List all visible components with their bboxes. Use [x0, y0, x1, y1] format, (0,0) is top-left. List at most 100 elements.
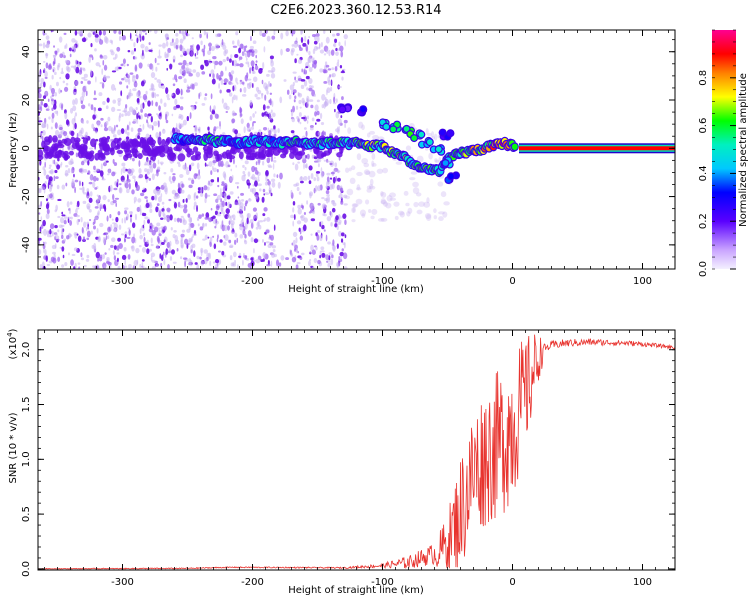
noise-speckle — [69, 201, 73, 205]
noise-speckle — [312, 48, 316, 55]
noise-speckle — [102, 100, 106, 106]
noise-speckle — [297, 117, 300, 124]
noise-speckle — [221, 250, 225, 256]
noise-speckle — [214, 263, 219, 269]
noise-speckle — [306, 153, 310, 160]
noise-speckle — [187, 33, 190, 37]
noise-speckle — [127, 74, 130, 77]
noise-speckle — [234, 239, 237, 245]
noise-speckle — [254, 194, 259, 200]
noise-speckle — [423, 201, 431, 208]
noise-speckle — [166, 93, 170, 99]
noise-speckle — [76, 218, 80, 226]
noise-speckle — [267, 80, 271, 88]
noise-speckle — [299, 176, 304, 182]
noise-speckle — [63, 220, 67, 225]
noise-speckle — [169, 214, 173, 221]
noise-speckle — [321, 131, 324, 137]
noise-speckle — [254, 180, 258, 187]
noise-speckle — [266, 157, 271, 164]
noise-speckle — [43, 81, 46, 88]
noise-speckle — [65, 182, 68, 187]
noise-speckle — [368, 209, 372, 213]
noise-speckle — [196, 264, 200, 269]
noise-speckle — [280, 48, 283, 56]
noise-speckle — [56, 48, 60, 53]
noise-speckle — [117, 237, 121, 242]
noise-speckle — [175, 37, 179, 45]
noise-speckle — [340, 238, 344, 243]
noise-speckle — [264, 192, 270, 195]
noise-speckle — [303, 217, 308, 223]
noise-speckle — [229, 82, 234, 85]
noise-speckle — [97, 197, 101, 203]
noise-speckle — [220, 78, 224, 86]
noise-speckle — [238, 205, 244, 212]
noise-speckle — [157, 227, 161, 230]
noise-speckle — [94, 206, 99, 209]
noise-speckle — [42, 95, 47, 100]
noise-speckle — [313, 177, 317, 182]
band-speckle — [51, 143, 58, 152]
noise-speckle — [194, 56, 199, 59]
noise-speckle — [186, 228, 191, 233]
noise-speckle — [166, 51, 170, 58]
noise-speckle — [125, 136, 130, 140]
band-speckle — [230, 148, 236, 154]
noise-speckle — [225, 110, 229, 113]
noise-speckle — [131, 157, 135, 162]
noise-speckle — [127, 168, 132, 174]
noise-speckle — [224, 214, 229, 220]
noise-speckle — [262, 252, 267, 258]
noise-speckle — [299, 215, 304, 219]
noise-speckle — [218, 60, 223, 66]
noise-speckle — [105, 261, 111, 264]
noise-speckle — [252, 207, 258, 212]
noise-speckle — [243, 205, 246, 212]
noise-speckle — [155, 264, 159, 267]
noise-speckle — [40, 185, 45, 191]
noise-speckle — [343, 265, 348, 269]
noise-speckle — [263, 82, 268, 90]
noise-speckle — [93, 225, 96, 230]
noise-speckle — [266, 105, 270, 109]
noise-speckle — [174, 239, 180, 245]
noise-speckle — [316, 35, 320, 43]
noise-speckle — [326, 47, 329, 55]
noise-speckle — [135, 34, 137, 37]
noise-speckle — [105, 105, 109, 110]
figure-title: C2E6.2023.360.12.53.R14 — [270, 3, 441, 18]
noise-speckle — [258, 224, 262, 230]
noise-speckle — [132, 175, 136, 180]
noise-speckle — [351, 219, 356, 223]
noise-speckle — [171, 113, 174, 117]
noise-speckle — [148, 49, 153, 53]
noise-speckle — [82, 168, 88, 173]
noise-speckle — [314, 104, 319, 112]
noise-speckle — [263, 193, 265, 196]
noise-speckle — [111, 218, 114, 221]
colorbar-label: Normalized spectral amplitude — [738, 73, 749, 227]
noise-speckle — [292, 201, 296, 206]
noise-speckle — [47, 105, 50, 111]
noise-speckle — [131, 222, 136, 229]
noise-speckle — [130, 127, 134, 132]
noise-speckle — [323, 30, 326, 34]
noise-speckle — [111, 129, 116, 135]
noise-speckle — [435, 159, 440, 163]
noise-speckle — [267, 259, 270, 265]
noise-speckle — [308, 66, 313, 73]
noise-speckle — [303, 68, 305, 75]
noise-speckle — [344, 234, 347, 239]
noise-speckle — [166, 58, 169, 62]
noise-speckle — [296, 53, 299, 56]
noise-speckle — [124, 78, 129, 83]
noise-speckle — [308, 211, 312, 214]
noise-speckle — [43, 186, 46, 194]
noise-speckle — [290, 189, 293, 196]
noise-speckle — [274, 156, 276, 160]
noise-speckle — [173, 195, 178, 200]
noise-speckle — [262, 62, 265, 69]
spectrogram-ytick-label: -40 — [21, 237, 32, 253]
noise-speckle — [58, 36, 63, 43]
